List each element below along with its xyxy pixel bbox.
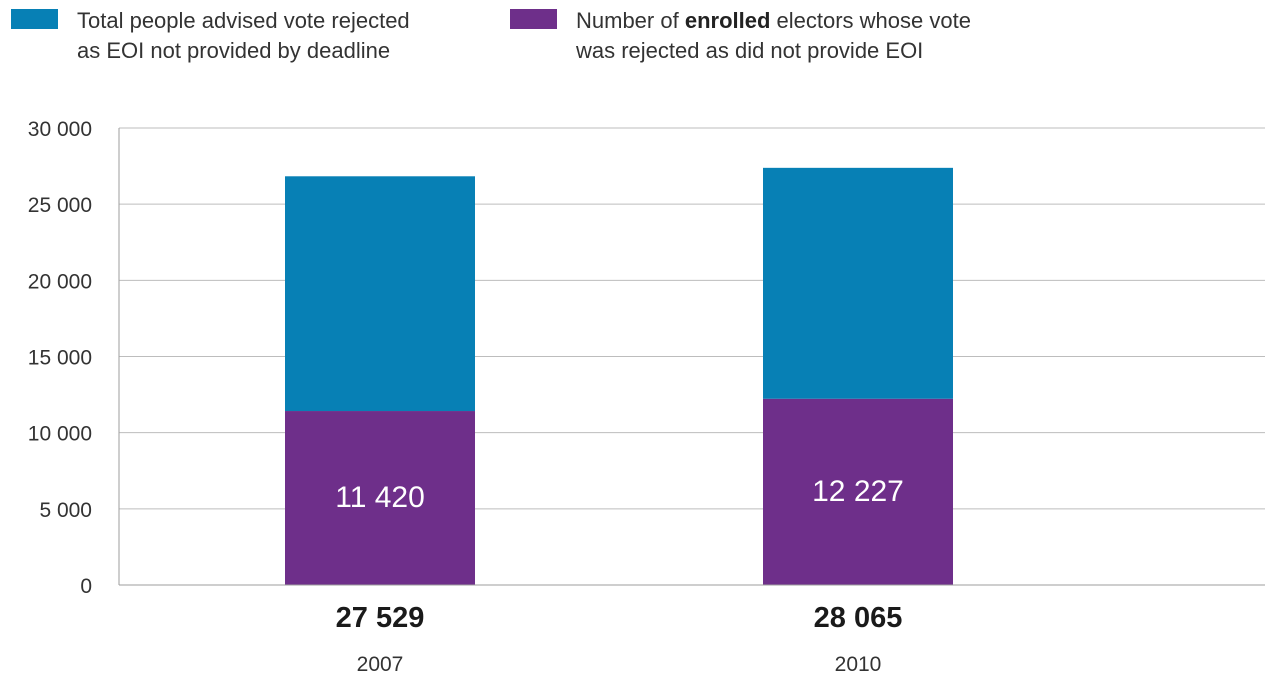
y-tick-label: 20 000	[28, 270, 92, 293]
segment-data-label: 12 227	[812, 475, 904, 508]
bar-segment-enrolled	[285, 411, 475, 585]
legend-item-enrolled: Number of enrolled electors whose vote w…	[510, 6, 971, 66]
bar-segment-enrolled	[763, 398, 953, 585]
bar-segment-total	[285, 176, 475, 412]
x-tick-label: 2007	[357, 653, 404, 676]
y-tick-label: 30 000	[28, 118, 92, 141]
y-tick-label: 5 000	[39, 499, 92, 522]
y-tick-label: 25 000	[28, 194, 92, 217]
total-data-label: 27 529	[336, 602, 425, 634]
segment-data-label: 11 420	[335, 481, 425, 514]
x-tick-label: 2010	[835, 653, 882, 676]
legend-label-total: Total people advised vote rejected as EO…	[77, 8, 410, 63]
legend-label-enrolled: Number of enrolled electors whose vote w…	[576, 8, 971, 63]
legend-swatch-total	[11, 9, 58, 29]
legend-swatch-enrolled	[510, 9, 557, 29]
y-tick-label: 0	[80, 575, 92, 598]
bar-segment-total	[763, 167, 953, 399]
y-tick-label: 15 000	[28, 347, 92, 370]
legend-item-total: Total people advised vote rejected as EO…	[11, 6, 410, 66]
y-tick-label: 10 000	[28, 423, 92, 446]
total-data-label: 28 065	[814, 602, 903, 634]
